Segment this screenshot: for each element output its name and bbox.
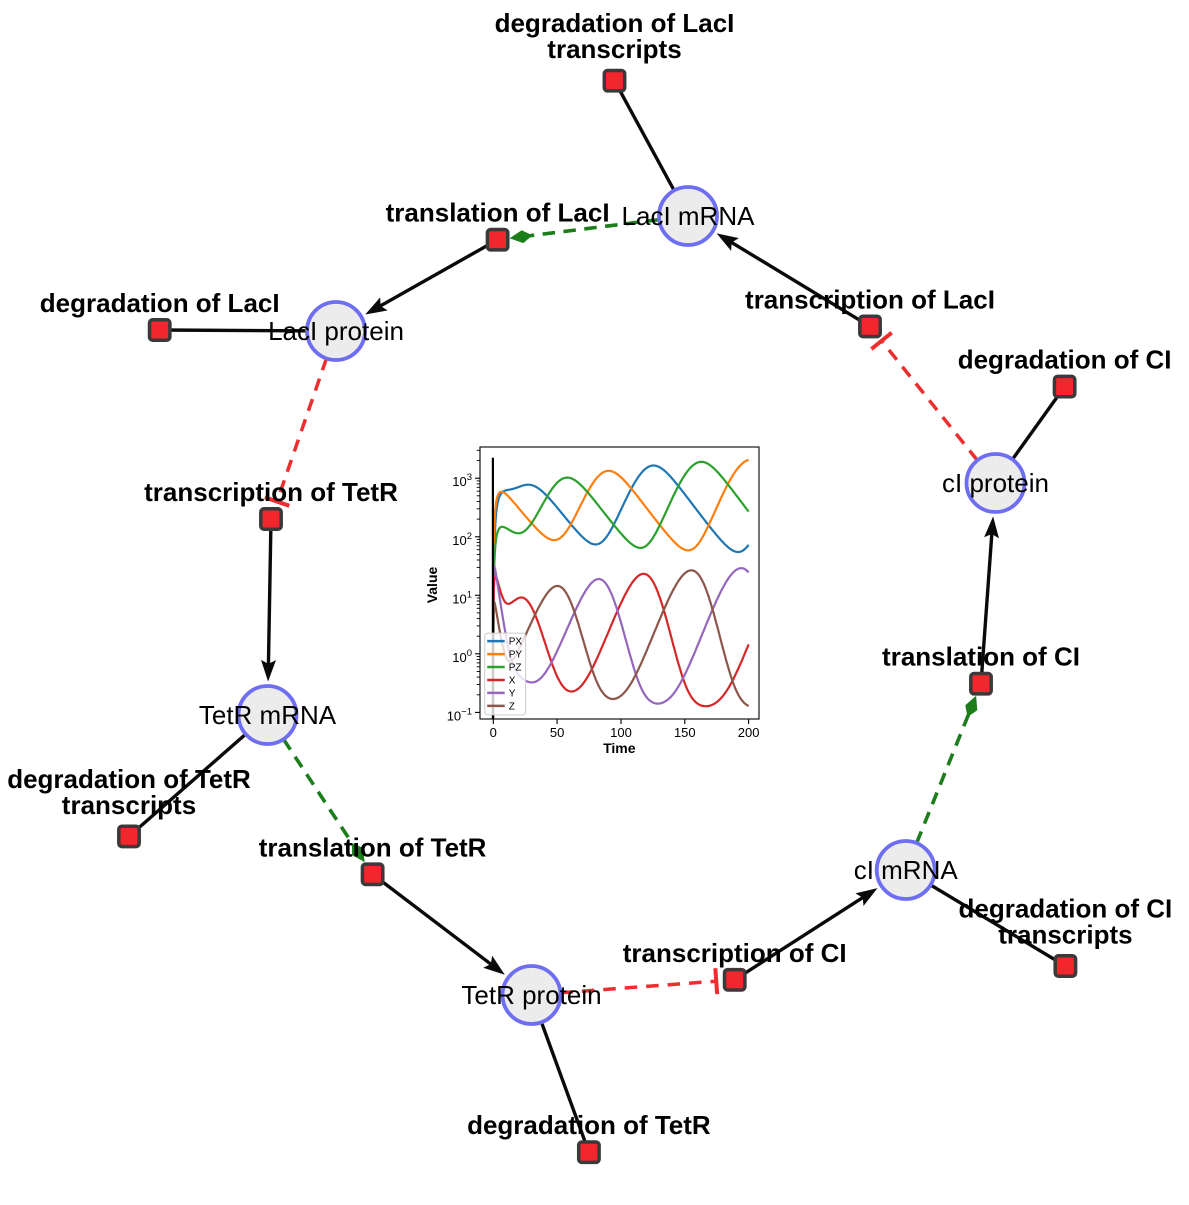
- svg-text:degradation of LacI: degradation of LacI: [495, 8, 735, 38]
- svg-text:transcripts: transcripts: [998, 920, 1132, 950]
- svg-text:PZ: PZ: [509, 663, 522, 674]
- svg-text:PY: PY: [509, 650, 523, 661]
- svg-text:degradation of CI: degradation of CI: [959, 894, 1173, 924]
- svg-text:TetR mRNA: TetR mRNA: [199, 700, 337, 730]
- svg-text:degradation of LacI: degradation of LacI: [40, 288, 280, 318]
- svg-text:Z: Z: [509, 701, 515, 712]
- svg-text:0: 0: [490, 725, 497, 740]
- svg-text:transcripts: transcripts: [62, 790, 196, 820]
- svg-text:transcription of TetR: transcription of TetR: [144, 477, 398, 507]
- svg-text:Value: Value: [424, 567, 440, 604]
- svg-text:Y: Y: [509, 688, 516, 699]
- svg-text:LacI protein: LacI protein: [268, 316, 404, 346]
- svg-text:transcripts: transcripts: [547, 34, 681, 64]
- svg-text:transcription of LacI: transcription of LacI: [745, 284, 995, 314]
- svg-text:PX: PX: [509, 637, 523, 648]
- svg-text:degradation of TetR: degradation of TetR: [7, 764, 251, 794]
- svg-text:degradation of CI: degradation of CI: [958, 345, 1172, 375]
- svg-text:cI mRNA: cI mRNA: [854, 855, 959, 885]
- svg-text:transcription of CI: transcription of CI: [623, 938, 847, 968]
- svg-text:200: 200: [738, 725, 760, 740]
- svg-text:cI protein: cI protein: [942, 468, 1049, 498]
- svg-text:100: 100: [610, 725, 632, 740]
- svg-text:degradation of TetR: degradation of TetR: [467, 1110, 711, 1140]
- svg-text:150: 150: [674, 725, 696, 740]
- svg-text:LacI mRNA: LacI mRNA: [622, 201, 756, 231]
- svg-text:X: X: [509, 676, 516, 687]
- svg-text:translation of TetR: translation of TetR: [259, 832, 487, 862]
- svg-text:translation of LacI: translation of LacI: [386, 198, 610, 228]
- svg-text:Time: Time: [603, 740, 636, 756]
- svg-text:TetR protein: TetR protein: [461, 980, 601, 1010]
- svg-text:translation of CI: translation of CI: [882, 642, 1080, 672]
- svg-text:50: 50: [550, 725, 564, 740]
